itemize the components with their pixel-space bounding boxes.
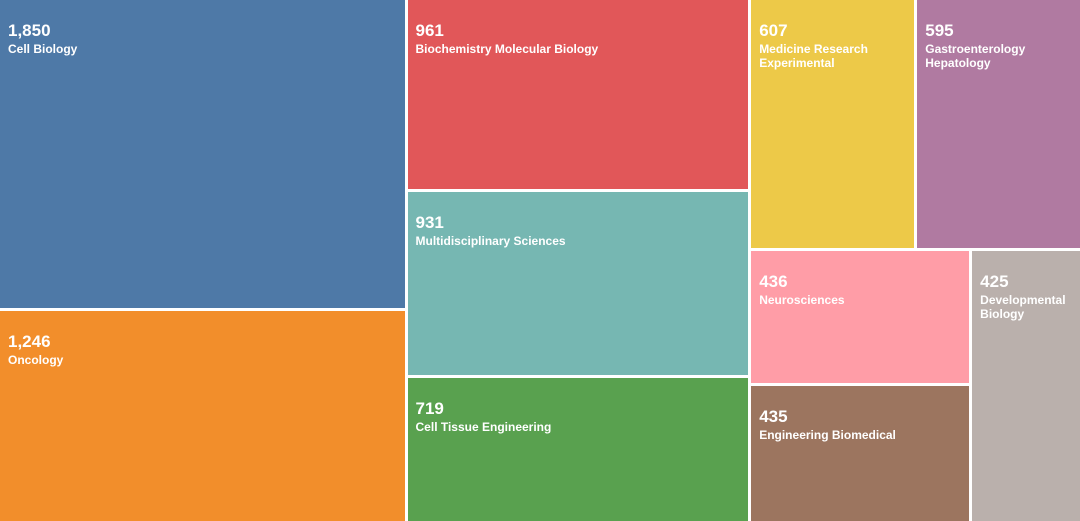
- tile-value: 607: [759, 21, 788, 40]
- tile-value: 931: [415, 212, 444, 232]
- treemap-tile[interactable]: 961 Biochemistry Molecular Biology: [407, 0, 749, 189]
- tile-label: Gastroenterology Hepatology: [925, 42, 1026, 70]
- tile-label: Engineering Biomedical: [759, 428, 896, 442]
- tile-label: Medicine Research Experimental: [759, 42, 868, 70]
- treemap-tile[interactable]: 1,246 Oncology: [0, 311, 405, 521]
- tile-value: 425: [980, 271, 1009, 291]
- tile-label: Cell Tissue Engineering: [415, 419, 552, 434]
- treemap-tile[interactable]: 931 Multidisciplinary Sciences: [407, 191, 749, 375]
- tile-value: 436: [759, 271, 788, 291]
- tile-label: Neurosciences: [759, 292, 845, 307]
- treemap-tile[interactable]: 425 Developmental Biology: [972, 250, 1080, 521]
- tile-value: 719: [415, 398, 444, 418]
- treemap-tile[interactable]: 719 Cell Tissue Engineering: [407, 377, 749, 521]
- treemap-tile[interactable]: 607 Medicine Research Experimental: [751, 0, 915, 248]
- tile-value: 1,246: [8, 332, 51, 352]
- tile-label: Oncology: [8, 353, 64, 368]
- tile-value: 1,850: [8, 21, 51, 40]
- treemap-tile[interactable]: 436 Neurosciences: [751, 250, 970, 383]
- tile-label: Developmental Biology: [980, 292, 1066, 321]
- treemap-tile[interactable]: 595 Gastroenterology Hepatology: [917, 0, 1080, 248]
- tile-label: Multidisciplinary Sciences: [415, 233, 566, 248]
- tile-value: 595: [925, 21, 954, 40]
- tile-label: Cell Biology: [8, 42, 78, 56]
- treemap-tile[interactable]: 435 Engineering Biomedical: [751, 386, 970, 521]
- tile-label: Biochemistry Molecular Biology: [415, 42, 599, 56]
- tile-value: 961: [415, 21, 444, 40]
- tile-value: 435: [759, 407, 788, 426]
- treemap-tile[interactable]: 1,850 Cell Biology: [0, 0, 405, 309]
